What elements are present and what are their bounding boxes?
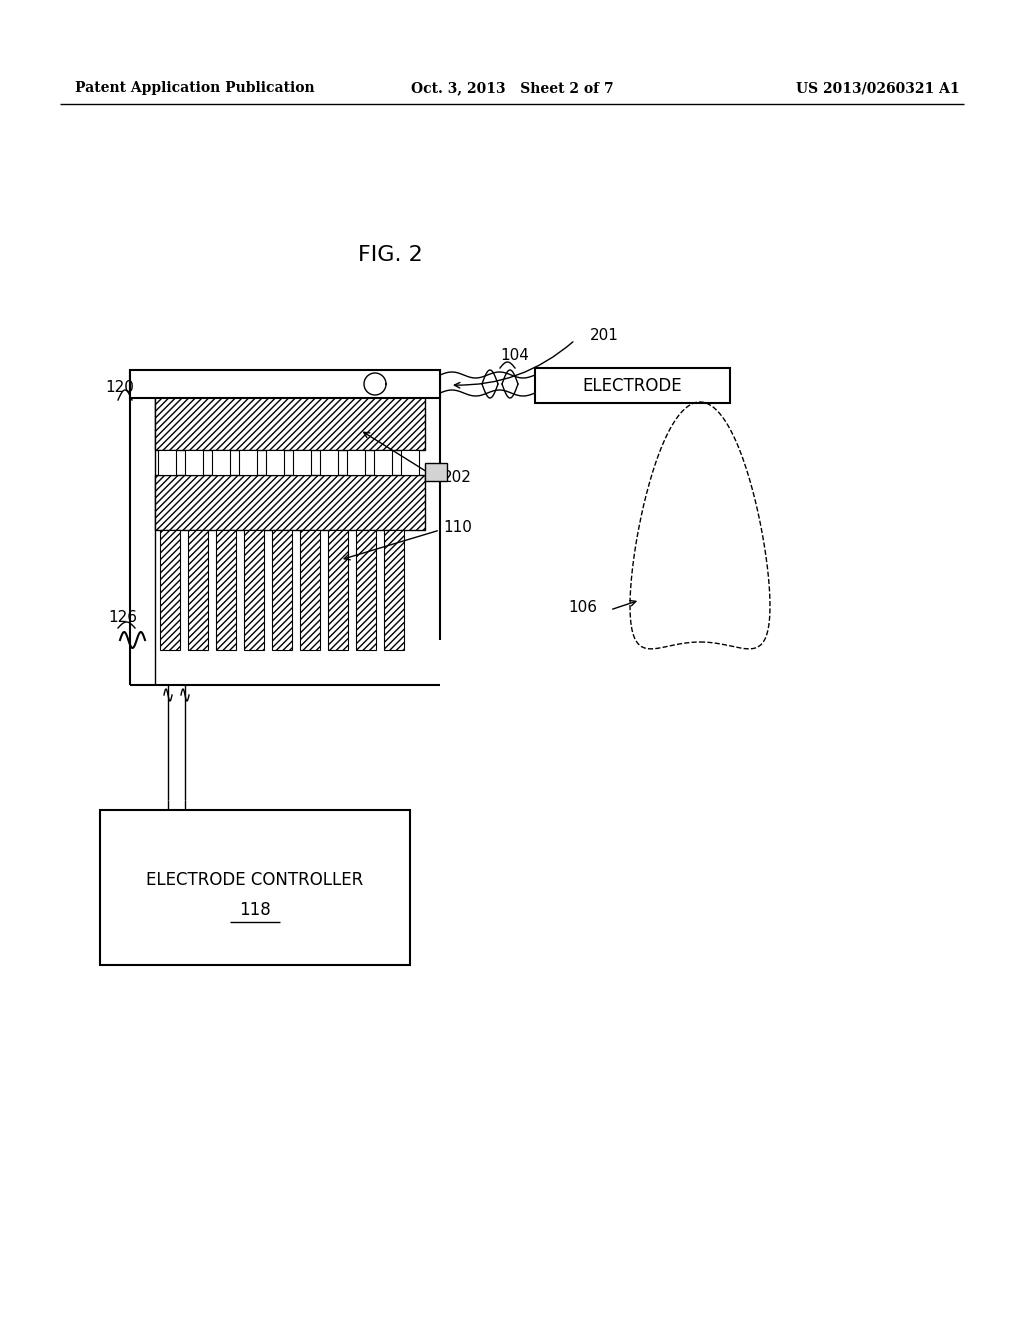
Bar <box>266 450 284 475</box>
Text: Patent Application Publication: Patent Application Publication <box>75 81 314 95</box>
Bar <box>216 531 236 649</box>
Text: 120: 120 <box>105 380 134 396</box>
Bar <box>188 531 208 649</box>
Bar <box>239 450 257 475</box>
Text: 106: 106 <box>568 599 597 615</box>
Bar <box>158 450 176 475</box>
Bar <box>328 531 348 649</box>
Text: ELECTRODE: ELECTRODE <box>583 378 682 395</box>
Text: 104: 104 <box>500 347 528 363</box>
Text: 202: 202 <box>443 470 472 484</box>
Bar <box>130 370 440 399</box>
Bar <box>212 450 230 475</box>
Text: 110: 110 <box>443 520 472 535</box>
Text: 118: 118 <box>240 902 271 919</box>
Text: FIG. 2: FIG. 2 <box>357 246 422 265</box>
Text: Oct. 3, 2013   Sheet 2 of 7: Oct. 3, 2013 Sheet 2 of 7 <box>411 81 613 95</box>
Text: 126: 126 <box>108 610 137 626</box>
Bar <box>160 531 180 649</box>
Text: US 2013/0260321 A1: US 2013/0260321 A1 <box>797 81 961 95</box>
Bar <box>535 368 730 403</box>
Bar <box>401 450 419 475</box>
Bar <box>319 450 338 475</box>
Bar <box>244 531 264 649</box>
Bar <box>300 531 319 649</box>
Bar <box>347 450 365 475</box>
Bar <box>155 475 425 531</box>
Bar <box>374 450 392 475</box>
Bar <box>293 450 311 475</box>
Text: ELECTRODE CONTROLLER: ELECTRODE CONTROLLER <box>146 871 364 888</box>
Bar <box>185 450 203 475</box>
Bar <box>100 810 410 965</box>
Bar <box>272 531 292 649</box>
Bar <box>356 531 376 649</box>
Bar <box>155 395 425 450</box>
Bar <box>384 531 404 649</box>
Text: 201: 201 <box>590 327 618 342</box>
Bar <box>425 463 447 480</box>
